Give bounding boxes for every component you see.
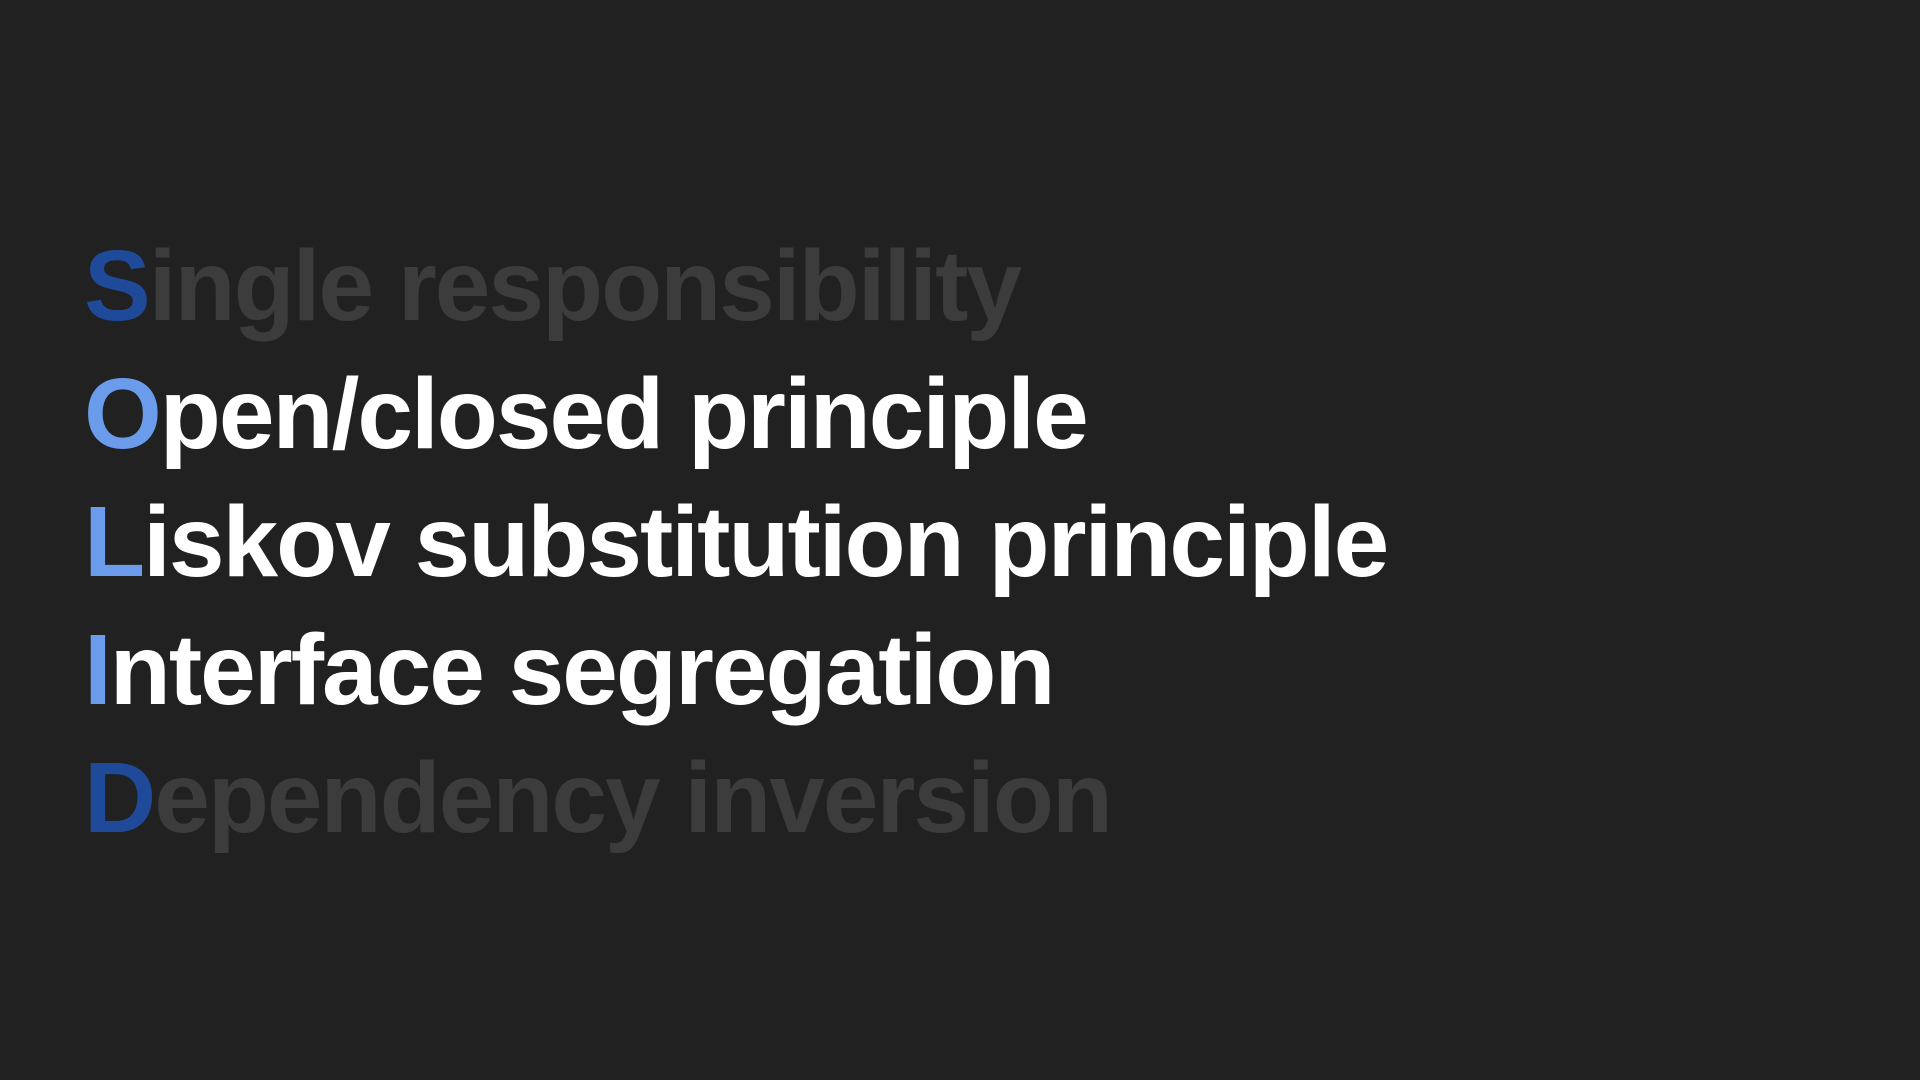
principle-text: ependency inversion <box>154 742 1113 854</box>
principle-initial: S <box>84 230 151 342</box>
principle-open-closed: Open/closed principle <box>84 350 1387 478</box>
principle-dependency-inversion: Dependency inversion <box>84 734 1387 862</box>
principle-text: pen/closed principle <box>159 358 1089 470</box>
principle-initial: L <box>84 486 145 598</box>
principle-text: nterface segregation <box>109 614 1056 726</box>
principle-initial: I <box>84 614 112 726</box>
principle-text: ingle responsibility <box>148 230 1022 342</box>
principle-initial: D <box>84 742 156 854</box>
principle-initial: O <box>84 358 162 470</box>
solid-principles-list: Single responsibility Open/closed princi… <box>84 222 1389 862</box>
principle-text: iskov substitution principle <box>143 486 1389 598</box>
principle-single-responsibility: Single responsibility <box>84 222 1387 350</box>
principle-liskov-substitution: Liskov substitution principle <box>84 478 1389 606</box>
principle-interface-segregation: Interface segregation <box>84 606 1387 734</box>
